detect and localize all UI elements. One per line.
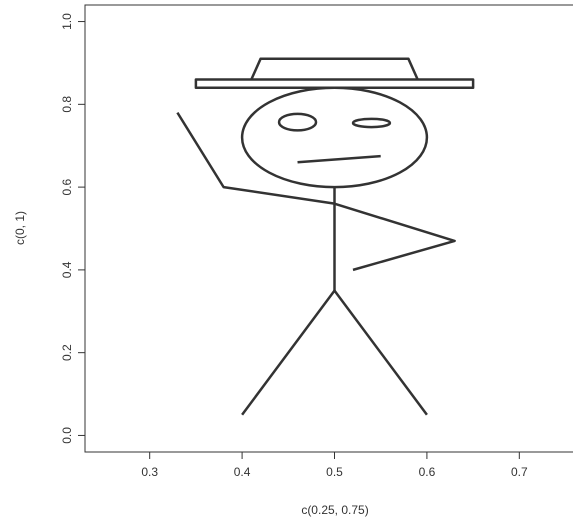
polyline-shape (177, 113, 454, 270)
x-tick-label: 0.4 (234, 465, 251, 479)
y-tick-label: 1.0 (60, 13, 74, 30)
plot-frame (85, 5, 573, 452)
polyline-shape (251, 59, 417, 80)
x-tick-label: 0.5 (326, 465, 343, 479)
y-axis-title: c(0, 1) (13, 211, 27, 245)
y-tick-label: 0.8 (60, 96, 74, 113)
y-tick-label: 0.2 (60, 344, 74, 361)
ellipse-shape (242, 88, 427, 187)
x-axis-title: c(0.25, 0.75) (301, 503, 368, 517)
y-tick-label: 0.0 (60, 427, 74, 444)
y-tick-label: 0.6 (60, 178, 74, 195)
polyline-shape (242, 291, 427, 415)
ellipse-shape (353, 119, 390, 127)
x-tick-label: 0.7 (511, 465, 528, 479)
x-tick-label: 0.3 (141, 465, 158, 479)
y-tick-label: 0.4 (60, 261, 74, 278)
polyline-shape (298, 156, 381, 162)
x-tick-label: 0.6 (419, 465, 436, 479)
chart: c(0.25, 0.75) c(0, 1) 0.3 0.4 0.5 0.6 0.7 0.0… (0, 0, 573, 526)
ellipse-shape (279, 114, 316, 131)
